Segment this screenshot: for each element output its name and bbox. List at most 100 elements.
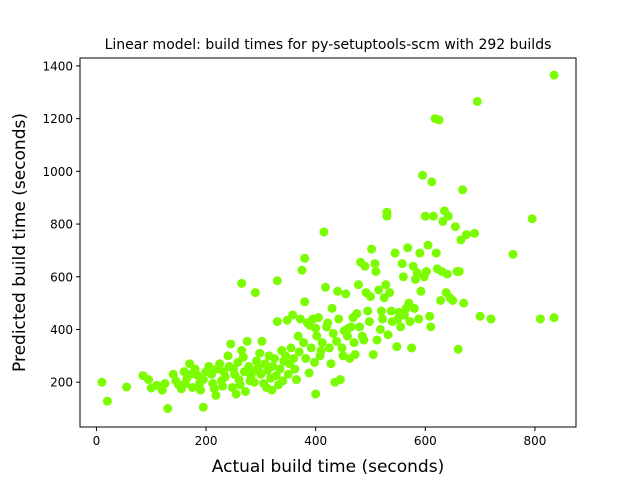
scatter-point (223, 351, 233, 361)
scatter-point (450, 222, 460, 232)
scatter-point (405, 317, 415, 327)
scatter-point (198, 375, 208, 385)
scatter-point (390, 248, 400, 258)
scatter-point (527, 214, 537, 224)
scatter-point (238, 352, 248, 362)
scatter-point (349, 338, 359, 348)
scatter-point (255, 348, 265, 358)
scatter-point (372, 335, 382, 345)
scatter-point (218, 381, 227, 391)
scatter-point (429, 211, 438, 221)
scatter-point (316, 346, 326, 356)
scatter-point (256, 369, 266, 379)
scatter-point (363, 306, 373, 316)
x-axis-ticks: 0 200 400 600 800 (93, 427, 546, 448)
scatter-point (342, 331, 352, 341)
scatter-point (375, 324, 385, 334)
scatter-point (215, 359, 225, 369)
scatter-point (299, 338, 309, 348)
scatter-point (470, 228, 480, 238)
scatter-point (312, 331, 322, 341)
scatter-point (102, 396, 112, 406)
scatter-point (294, 347, 304, 357)
scatter-point (364, 317, 374, 327)
scatter-point (289, 353, 299, 363)
x-tick-label: 0 (93, 434, 101, 448)
scatter-point (472, 96, 482, 106)
scatter-point (434, 115, 444, 125)
scatter-point (386, 306, 396, 316)
scatter-point (414, 314, 424, 324)
scatter-point (426, 322, 436, 332)
x-tick-label: 400 (304, 434, 327, 448)
scatter-point (409, 303, 419, 313)
scatter-point (335, 375, 345, 385)
chart-title: Linear model: build times for py-setupto… (105, 37, 552, 53)
scatter-point (257, 336, 267, 346)
scatter-point (374, 285, 384, 295)
scatter-point (220, 372, 230, 382)
scatter-point (378, 314, 388, 324)
scatter-point (204, 361, 214, 371)
scatter-point (448, 295, 458, 305)
scatter-point (291, 375, 301, 385)
scatter-point (407, 343, 417, 353)
scatter-point (198, 402, 208, 412)
scatter-point (196, 385, 206, 395)
scatter-point (268, 361, 278, 371)
y-tick-label: 200 (50, 376, 73, 390)
scatter-point (235, 380, 245, 390)
scatter-point (549, 70, 559, 80)
scatter-point (376, 306, 386, 316)
scatter-point (412, 268, 422, 278)
scatter-point (267, 385, 277, 395)
scatter-point (353, 280, 363, 290)
scatter-point (443, 211, 453, 221)
y-tick-label: 600 (50, 270, 73, 284)
scatter-point (459, 298, 469, 308)
scatter-point (392, 342, 402, 352)
y-axis-ticks: 200 400 600 800 1000 1200 1400 (42, 59, 80, 390)
scatter-point (454, 266, 464, 276)
scatter-point (122, 382, 132, 392)
scatter-point (549, 313, 559, 323)
scatter-point (341, 289, 351, 299)
scatter-point (418, 170, 428, 180)
scatter-point (300, 253, 310, 263)
plot-frame (79, 57, 577, 428)
scatter-point (227, 382, 237, 392)
scatter-point (283, 369, 293, 379)
scatter-point (416, 286, 426, 296)
scatter-point (381, 280, 391, 290)
scatter-point (420, 211, 430, 221)
scatter-point (144, 375, 154, 385)
scatter-point (415, 248, 425, 258)
y-tick-label: 1200 (42, 112, 73, 126)
scatter-point (359, 335, 369, 345)
scatter-point (290, 364, 300, 374)
scatter-point (311, 323, 321, 333)
scatter-point (367, 244, 377, 254)
scatter-point (333, 286, 343, 296)
scatter-point (352, 309, 362, 319)
scatter-point (241, 386, 251, 396)
scatter-point (508, 249, 518, 259)
scatter-point (360, 261, 370, 271)
x-tick-label: 200 (195, 434, 218, 448)
scatter-point (271, 371, 281, 381)
scatter-point (475, 311, 485, 321)
scatter-point (326, 359, 336, 369)
scatter-point (323, 318, 333, 328)
scatter-point (427, 177, 437, 187)
scatter-point (300, 297, 310, 307)
scatter-point (365, 292, 375, 302)
scatter-point (334, 314, 344, 324)
scatter-point (295, 314, 305, 324)
scatter-point (311, 389, 321, 399)
scatter-point (355, 322, 365, 332)
x-tick-label: 600 (414, 434, 437, 448)
scatter-point (383, 330, 393, 340)
scatter-point (317, 338, 327, 348)
